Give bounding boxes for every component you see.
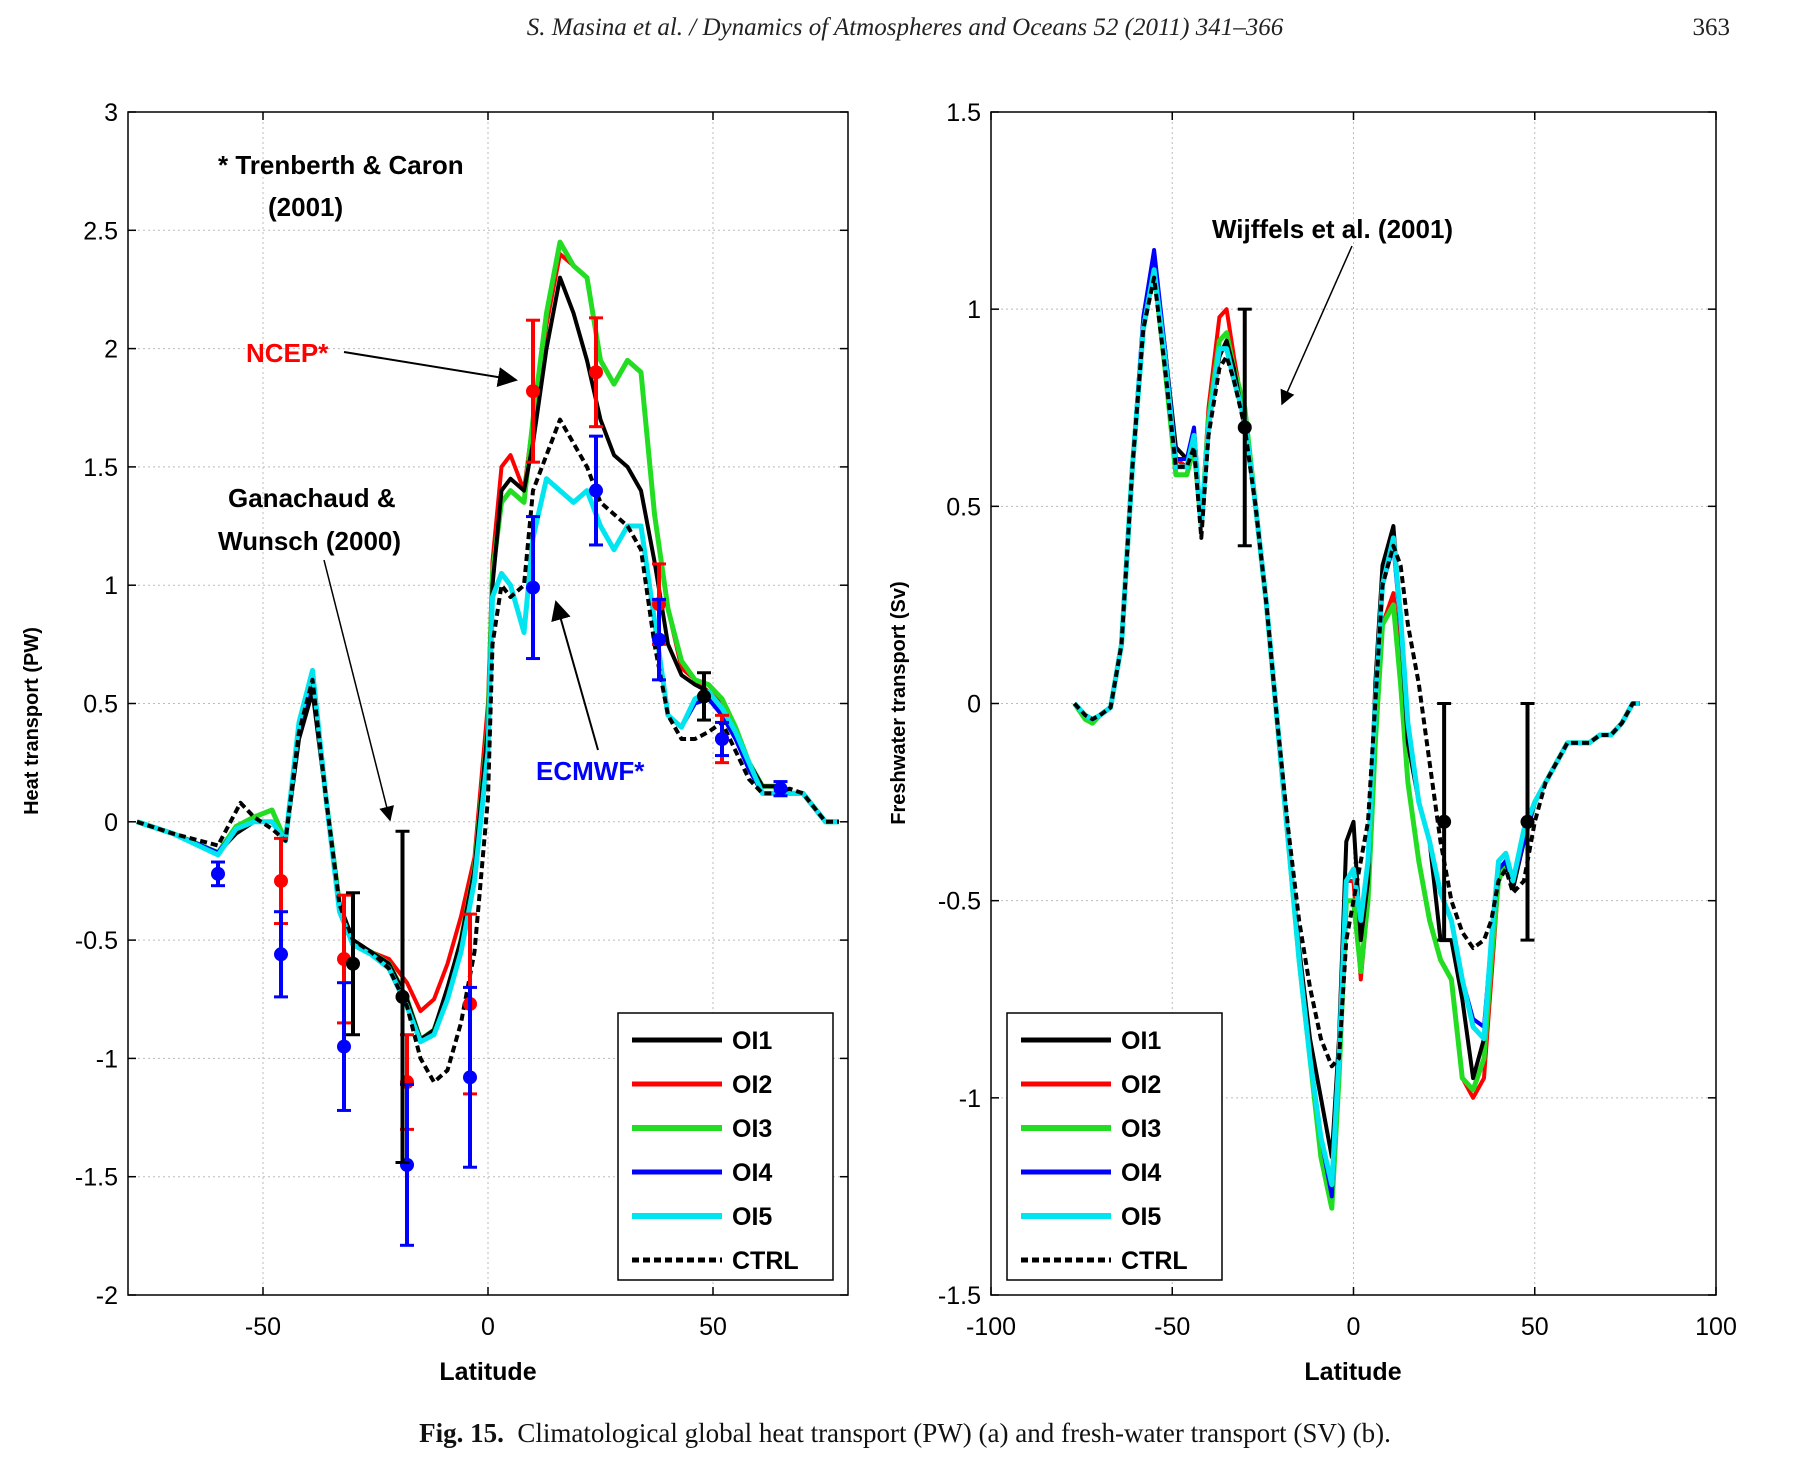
x-tick-label: 50 <box>1521 1313 1549 1341</box>
y-tick-label: 0 <box>967 691 981 719</box>
x-tick-label: 0 <box>481 1313 495 1341</box>
observation-point <box>526 384 540 399</box>
legend-label-oi4: OI4 <box>1121 1159 1161 1187</box>
annotation-wijffels: Wijffels et al. (2001) <box>1212 214 1453 244</box>
figure-caption: Fig. 15. Climatological global heat tran… <box>0 1418 1810 1449</box>
observation-point <box>346 956 360 971</box>
x-tick-label: -50 <box>1154 1313 1190 1341</box>
panel-b-ylabel: Freshwater transport (Sv) <box>888 581 910 824</box>
legend-label-oi3: OI3 <box>732 1115 772 1143</box>
panel-b-ticks: -1.5 -1 -0.5 0 0.5 1 1.5 -100 -50 0 50 100 <box>938 99 1737 1341</box>
y-tick-label: -0.5 <box>75 927 118 955</box>
y-tick-label: 2 <box>104 336 118 364</box>
panel-b-series <box>1072 248 1640 1211</box>
series-line-ctrl <box>1072 275 1640 1069</box>
observation-point <box>463 1070 477 1085</box>
y-tick-label: 1.5 <box>946 99 981 127</box>
observation-point <box>589 483 603 498</box>
y-tick-label: -1 <box>96 1045 118 1073</box>
panel-a-legend: OI1 OI2 OI3 OI4 OI5 CTRL <box>617 1012 834 1281</box>
arrow-ncep <box>343 351 518 387</box>
y-tick-label: 0.5 <box>83 691 118 719</box>
x-tick-label: 100 <box>1695 1313 1737 1341</box>
annotation-ecmwf: ECMWF* <box>536 756 645 786</box>
y-tick-label: 2.5 <box>83 217 118 245</box>
panel-b: -1.5 -1 -0.5 0 0.5 1 1.5 -100 -50 0 50 100 Freshwat… <box>888 99 1737 1386</box>
y-tick-label: 1 <box>104 572 118 600</box>
observation-point <box>337 1039 351 1054</box>
panel-a-xlabel: Latitude <box>439 1358 536 1386</box>
journal-citation: S. Masina et al. / Dynamics of Atmospher… <box>526 14 1284 41</box>
panel-a: -2 -1.5 -1 -0.5 0 0.5 1 1.5 2 2.5 3 -50 0 50 Heat tra… <box>21 99 849 1386</box>
panel-a-ylabel: Heat transport (PW) <box>21 627 43 815</box>
arrow-wijffels <box>1280 245 1353 406</box>
y-tick-label: -1.5 <box>938 1282 981 1310</box>
observation-point <box>274 873 288 888</box>
legend-label-oi5: OI5 <box>1121 1203 1161 1231</box>
annotation-ganachaud-1: Ganachaud & <box>228 483 396 513</box>
legend-label-oi1: OI1 <box>732 1027 772 1055</box>
observation-point <box>589 365 603 380</box>
arrow-ecmwf <box>551 600 599 751</box>
observation-point <box>1237 420 1252 435</box>
series-line-oi5 <box>136 476 839 1045</box>
y-tick-label: 1.5 <box>83 454 118 482</box>
page-number: 363 <box>1692 14 1731 41</box>
legend-box <box>1006 1012 1223 1281</box>
legend-box <box>617 1012 834 1281</box>
page-header: S. Masina et al. / Dynamics of Atmospher… <box>0 14 1810 54</box>
observation-point <box>1520 814 1535 829</box>
observation-point <box>652 632 666 647</box>
y-tick-label: 1 <box>967 296 981 324</box>
caption-label: Fig. 15. <box>419 1418 504 1448</box>
observation-point <box>395 989 410 1004</box>
legend-label-ctrl: CTRL <box>732 1247 799 1275</box>
panel-b-xlabel: Latitude <box>1304 1358 1401 1386</box>
panel-b-legend: OI1 OI2 OI3 OI4 OI5 CTRL <box>1006 1012 1223 1281</box>
observation-point <box>697 689 711 704</box>
panel-a-observations <box>211 316 788 1247</box>
y-tick-label: -1 <box>959 1085 981 1113</box>
y-tick-label: -2 <box>96 1282 118 1310</box>
arrow-ganachaud <box>323 559 394 822</box>
legend-label-ctrl: CTRL <box>1121 1247 1188 1275</box>
series-line-ctrl <box>136 417 839 1085</box>
observation-point <box>526 580 540 595</box>
annotation-ncep: NCEP* <box>246 338 329 368</box>
y-tick-label: -1.5 <box>75 1164 118 1192</box>
figure-canvas: -2 -1.5 -1 -0.5 0 0.5 1 1.5 2 2.5 3 -50 0 50 Heat tra… <box>21 99 1737 1386</box>
legend-label-oi5: OI5 <box>732 1203 772 1231</box>
panel-b-observations <box>1237 307 1535 942</box>
legend-label-oi4: OI4 <box>732 1159 772 1187</box>
legend-label-oi3: OI3 <box>1121 1115 1161 1143</box>
x-tick-label: -50 <box>245 1313 281 1341</box>
y-tick-label: -0.5 <box>938 888 981 916</box>
legend-label-oi1: OI1 <box>1121 1027 1161 1055</box>
caption-text: Climatological global heat transport (PW… <box>517 1418 1391 1448</box>
annotation-ganachaud-2: Wunsch (2000) <box>218 526 401 556</box>
x-tick-label: -100 <box>966 1313 1016 1341</box>
y-tick-label: 0.5 <box>946 493 981 521</box>
observation-point <box>274 947 288 962</box>
observation-point <box>211 866 225 881</box>
legend-label-oi2: OI2 <box>1121 1071 1161 1099</box>
x-tick-label: 0 <box>1347 1313 1361 1341</box>
annotation-trenberth-1: * Trenberth & Caron <box>218 150 464 180</box>
observation-point <box>1437 814 1452 829</box>
y-tick-label: 0 <box>104 809 118 837</box>
panel-a-series <box>136 239 839 1085</box>
y-tick-label: 3 <box>104 99 118 127</box>
panel-a-ticks: -2 -1.5 -1 -0.5 0 0.5 1 1.5 2 2.5 3 -50 0 50 <box>75 99 848 1341</box>
observation-point <box>773 781 788 796</box>
legend-label-oi2: OI2 <box>732 1071 772 1099</box>
annotation-trenberth-2: (2001) <box>268 192 343 222</box>
observation-point <box>715 731 729 746</box>
x-tick-label: 50 <box>699 1313 727 1341</box>
